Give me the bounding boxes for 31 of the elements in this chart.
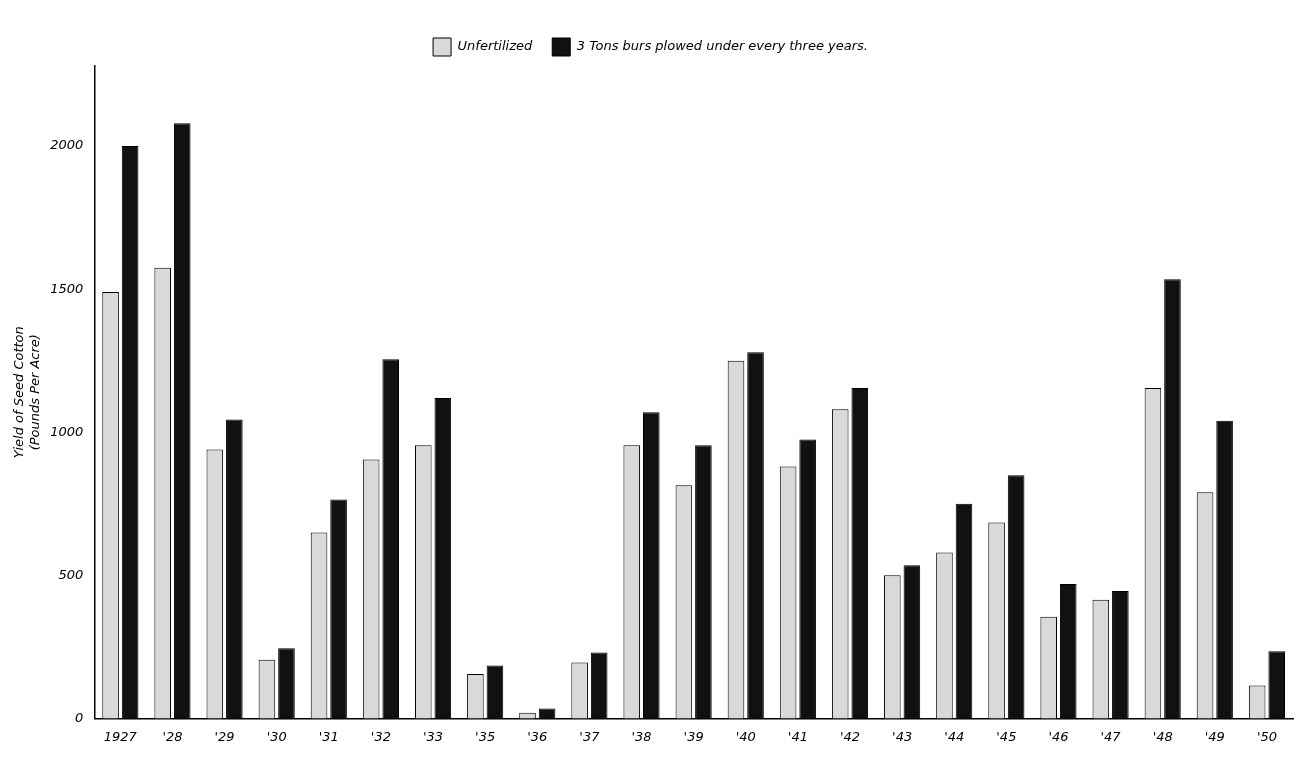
- x-tick-label: '35: [475, 728, 496, 744]
- y-tick-label: 1500: [50, 280, 84, 296]
- legend-label: Unfertilized: [457, 38, 533, 54]
- y-tick-label: 2000: [50, 137, 84, 153]
- y-tick-label: 0: [75, 709, 84, 725]
- x-tick-label: '29: [214, 728, 235, 744]
- x-tick-label: '44: [944, 728, 965, 744]
- y-tick-label: 500: [58, 566, 84, 582]
- x-tick-label: '43: [892, 728, 913, 744]
- x-tick-label: '49: [1204, 728, 1225, 744]
- y-tick-label: 1000: [50, 423, 84, 439]
- x-tick-label: '37: [579, 728, 601, 744]
- x-tick-label: '50: [1256, 728, 1277, 744]
- x-tick-label: '47: [1100, 728, 1122, 744]
- x-tick-label: '28: [162, 728, 183, 744]
- x-tick-label: '48: [1152, 728, 1173, 744]
- y-axis-title: Yield of Seed Cotton (Pounds Per Acre): [11, 326, 42, 459]
- x-tick-label: '31: [318, 728, 339, 744]
- x-tick-label: '46: [1048, 728, 1069, 744]
- x-tick-label: '45: [996, 728, 1017, 744]
- x-tick-label: 1927: [103, 728, 138, 744]
- x-tick-label: '32: [370, 728, 391, 744]
- x-tick-label: '36: [527, 728, 548, 744]
- x-tick-label: '39: [683, 728, 704, 744]
- x-tick-label: '41: [787, 728, 808, 744]
- x-tick-label: '42: [839, 728, 861, 744]
- x-tick-label: '30: [266, 728, 287, 744]
- x-tick-label: '38: [631, 728, 652, 744]
- legend-label: 3 Tons burs plowed under every three years.: [576, 38, 868, 54]
- x-tick-label: '33: [422, 728, 444, 744]
- x-tick-label: '40: [735, 728, 756, 744]
